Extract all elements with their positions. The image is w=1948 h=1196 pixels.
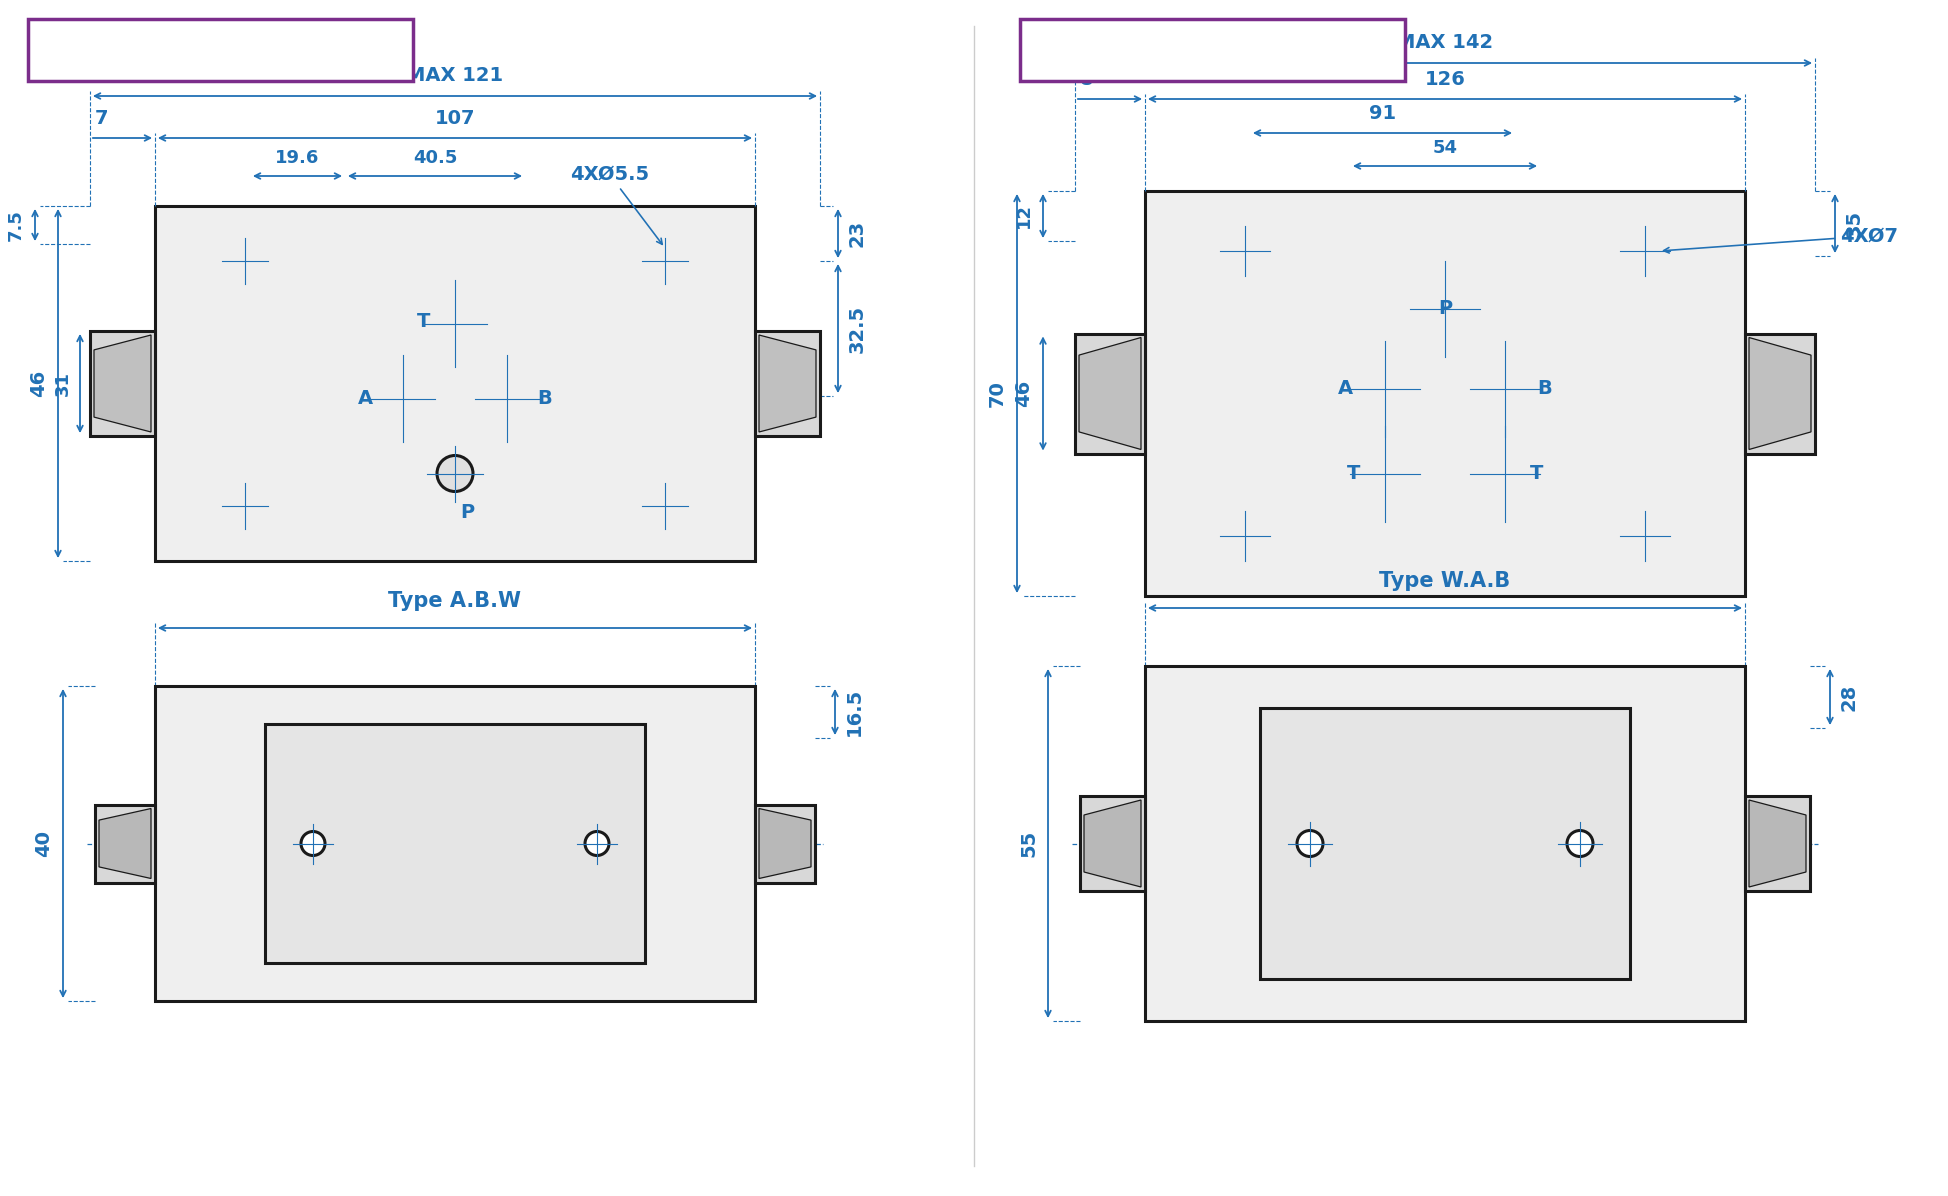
Text: 40: 40 <box>33 830 53 858</box>
Text: 55: 55 <box>1019 830 1038 858</box>
Bar <box>1145 191 1745 596</box>
Text: Type A.B.W: Type A.B.W <box>388 591 522 611</box>
Bar <box>1745 797 1810 891</box>
Ellipse shape <box>1492 371 1517 407</box>
Bar <box>756 805 814 883</box>
Ellipse shape <box>1364 359 1406 419</box>
Circle shape <box>584 831 610 855</box>
Text: MPC-02-W.A.B: MPC-02-W.A.B <box>43 31 353 69</box>
Text: 12: 12 <box>1015 203 1032 228</box>
Ellipse shape <box>1422 279 1467 338</box>
Ellipse shape <box>384 372 423 426</box>
Text: T: T <box>1529 464 1543 483</box>
FancyBboxPatch shape <box>27 19 413 81</box>
Polygon shape <box>1083 800 1142 887</box>
Text: 126: 126 <box>1424 71 1465 89</box>
Ellipse shape <box>442 307 468 340</box>
Text: 54: 54 <box>1432 139 1457 157</box>
Text: A: A <box>358 389 372 408</box>
Circle shape <box>653 248 678 274</box>
Polygon shape <box>1079 337 1142 450</box>
Circle shape <box>1630 521 1660 550</box>
Ellipse shape <box>1432 291 1459 327</box>
FancyBboxPatch shape <box>1021 19 1405 81</box>
Text: 107: 107 <box>434 109 475 128</box>
Ellipse shape <box>1482 359 1527 419</box>
Circle shape <box>302 831 325 855</box>
Bar <box>1079 797 1145 891</box>
Bar <box>756 331 820 437</box>
Text: P: P <box>1438 299 1451 318</box>
Ellipse shape <box>495 383 518 415</box>
Ellipse shape <box>1371 371 1399 407</box>
Bar <box>1075 334 1145 453</box>
Text: 32.5: 32.5 <box>847 305 867 353</box>
Polygon shape <box>760 808 810 879</box>
Polygon shape <box>94 335 152 432</box>
Text: Type W.A.B: Type W.A.B <box>1379 570 1510 591</box>
Text: 70: 70 <box>988 380 1007 407</box>
Ellipse shape <box>1492 456 1517 492</box>
Text: 8: 8 <box>1079 71 1093 89</box>
Text: MAX 121: MAX 121 <box>407 66 505 85</box>
Text: A: A <box>1338 379 1354 398</box>
Text: 7.5: 7.5 <box>8 209 25 240</box>
Bar <box>156 687 756 1001</box>
Text: 23: 23 <box>847 220 867 248</box>
Text: 35: 35 <box>1845 210 1864 237</box>
Circle shape <box>232 493 257 519</box>
Circle shape <box>1231 521 1258 550</box>
Text: 16.5: 16.5 <box>845 688 865 736</box>
Text: T: T <box>417 312 431 331</box>
Ellipse shape <box>1364 444 1406 504</box>
Bar <box>1260 708 1630 980</box>
Bar <box>1745 334 1816 453</box>
Bar <box>156 206 756 561</box>
Text: T: T <box>1346 464 1360 483</box>
Ellipse shape <box>1371 456 1399 492</box>
Text: 19.6: 19.6 <box>275 150 319 167</box>
Polygon shape <box>1749 800 1806 887</box>
Text: 46: 46 <box>1015 380 1032 407</box>
Circle shape <box>1566 830 1593 856</box>
Text: B: B <box>1537 379 1553 398</box>
Text: 4XØ5.5: 4XØ5.5 <box>571 165 662 244</box>
Circle shape <box>436 456 473 492</box>
Polygon shape <box>760 335 816 432</box>
Ellipse shape <box>434 297 475 350</box>
Ellipse shape <box>1482 444 1527 504</box>
Circle shape <box>232 248 257 274</box>
Circle shape <box>653 493 678 519</box>
Circle shape <box>1630 237 1660 266</box>
Text: 4XØ7: 4XØ7 <box>1664 226 1897 254</box>
Bar <box>90 331 156 437</box>
Circle shape <box>1231 237 1258 266</box>
Text: 91: 91 <box>1369 104 1397 123</box>
Ellipse shape <box>392 383 415 415</box>
Bar <box>95 805 156 883</box>
Polygon shape <box>99 808 152 879</box>
Text: 7: 7 <box>95 109 109 128</box>
Text: 40.5: 40.5 <box>413 150 458 167</box>
Circle shape <box>1297 830 1323 856</box>
Polygon shape <box>1749 337 1812 450</box>
Bar <box>1145 666 1745 1021</box>
Text: MPC-03-W.A.B: MPC-03-W.A.B <box>1034 31 1346 69</box>
Text: P: P <box>460 504 473 523</box>
Text: 28: 28 <box>1841 683 1858 710</box>
Text: 31: 31 <box>55 371 72 396</box>
Text: B: B <box>538 389 551 408</box>
Bar <box>265 724 645 963</box>
Text: MAX 142: MAX 142 <box>1397 33 1494 51</box>
Text: 46: 46 <box>29 370 49 397</box>
Ellipse shape <box>487 372 528 426</box>
